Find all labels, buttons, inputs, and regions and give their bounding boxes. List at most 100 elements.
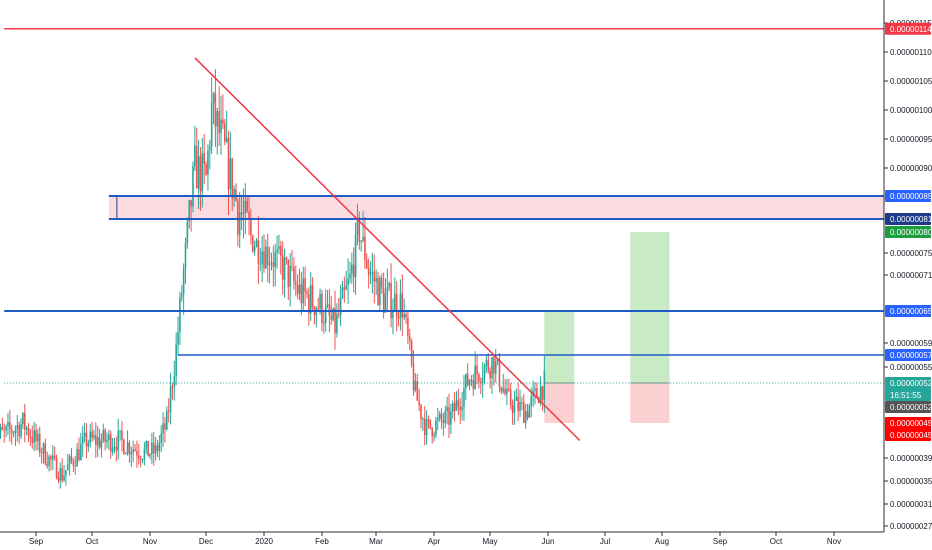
candle-body bbox=[332, 308, 334, 320]
candle-body bbox=[438, 413, 441, 419]
candle-body bbox=[152, 442, 155, 454]
candle-body bbox=[261, 251, 263, 264]
y-tick-label: 0.00000055 bbox=[890, 363, 932, 372]
candle-body bbox=[209, 146, 211, 151]
candle-body bbox=[294, 281, 297, 286]
candle-body bbox=[470, 379, 473, 381]
candle-body bbox=[5, 426, 7, 431]
candle-body bbox=[154, 445, 157, 454]
candle-body bbox=[309, 285, 312, 314]
candle-body bbox=[451, 403, 454, 412]
candle-body bbox=[68, 456, 71, 465]
candle-body bbox=[506, 388, 508, 394]
candle-body bbox=[437, 418, 439, 421]
candle-body bbox=[212, 93, 215, 103]
candle-body bbox=[194, 145, 196, 167]
candle-body bbox=[420, 404, 422, 420]
candle-body bbox=[390, 283, 392, 319]
candle-body bbox=[250, 218, 252, 236]
candle-body bbox=[151, 442, 153, 455]
candle-body bbox=[63, 475, 65, 481]
candle-body bbox=[216, 110, 219, 127]
candle-body bbox=[377, 277, 379, 306]
price-label-text: 16:51:55 bbox=[890, 391, 922, 400]
candle-body bbox=[72, 460, 75, 466]
candle-body bbox=[354, 234, 357, 278]
candle-body bbox=[268, 263, 271, 266]
candle-body bbox=[380, 277, 383, 289]
candle-body bbox=[222, 119, 224, 124]
candle-body bbox=[182, 268, 185, 294]
candle-body bbox=[225, 137, 228, 142]
candle-body bbox=[463, 387, 465, 407]
candle-body bbox=[352, 264, 355, 278]
candle-body bbox=[280, 246, 282, 256]
y-tick-label: 0.00000059 bbox=[890, 339, 932, 348]
candle-body bbox=[117, 430, 120, 451]
candle-body bbox=[55, 457, 58, 479]
candle-body bbox=[123, 439, 125, 454]
price-label: 0.00000057 bbox=[885, 349, 932, 361]
candle-body bbox=[371, 271, 374, 273]
candle-body bbox=[423, 418, 426, 436]
candle-body bbox=[126, 442, 129, 454]
price-axis-background bbox=[884, 0, 932, 550]
candle-body bbox=[100, 440, 103, 448]
candle-body bbox=[102, 430, 105, 441]
candle-body bbox=[418, 400, 420, 405]
candle-body bbox=[515, 396, 518, 401]
candle-body bbox=[166, 411, 168, 430]
candle-body bbox=[66, 464, 69, 471]
candle-body bbox=[109, 434, 112, 452]
candle-body bbox=[347, 278, 349, 286]
candle-body bbox=[106, 439, 108, 442]
candle-body bbox=[392, 310, 394, 319]
candle-body bbox=[53, 455, 56, 458]
candle-body bbox=[324, 305, 327, 323]
candle-body bbox=[149, 454, 151, 457]
x-tick-label: May bbox=[482, 537, 497, 546]
x-tick-label: Jul bbox=[600, 537, 610, 546]
candle-body bbox=[399, 293, 402, 319]
candle-body bbox=[461, 406, 463, 410]
candle-body bbox=[160, 433, 163, 443]
candle-body bbox=[207, 150, 209, 175]
candle-body bbox=[539, 386, 542, 404]
candle-body bbox=[414, 380, 417, 391]
candle-body bbox=[323, 322, 325, 324]
candle-body bbox=[124, 453, 127, 455]
candle-body bbox=[500, 387, 503, 392]
price-label-text: 0.00000080 bbox=[890, 228, 932, 237]
candle-body bbox=[296, 285, 299, 294]
candle-body bbox=[360, 240, 362, 242]
price-label-text: 0.00000057 bbox=[890, 351, 932, 360]
candle-body bbox=[132, 449, 134, 453]
candle-body bbox=[281, 255, 284, 280]
candle-body bbox=[220, 119, 222, 134]
candle-body bbox=[483, 366, 486, 378]
x-tick-label: Dec bbox=[199, 537, 213, 546]
candle-body bbox=[10, 429, 13, 434]
candle-body bbox=[405, 313, 407, 318]
candle-body bbox=[513, 400, 516, 413]
candle-body bbox=[364, 236, 366, 260]
candle-body bbox=[265, 246, 267, 269]
candle-body bbox=[534, 388, 536, 391]
candle-body bbox=[158, 442, 161, 451]
candle-body bbox=[76, 449, 78, 467]
candle-body bbox=[119, 430, 121, 432]
candle-body bbox=[145, 441, 148, 449]
candle-body bbox=[321, 293, 323, 324]
candle-body bbox=[410, 340, 413, 365]
candle-body bbox=[455, 400, 458, 411]
candle-body bbox=[394, 293, 396, 311]
price-label: 0.00000085 bbox=[885, 190, 932, 202]
candle-body bbox=[472, 379, 475, 389]
candle-body bbox=[180, 293, 183, 298]
candle-body bbox=[541, 386, 544, 400]
candle-body bbox=[83, 432, 86, 438]
candle-body bbox=[52, 455, 54, 460]
candle-body bbox=[95, 435, 97, 445]
candle-body bbox=[104, 430, 106, 442]
